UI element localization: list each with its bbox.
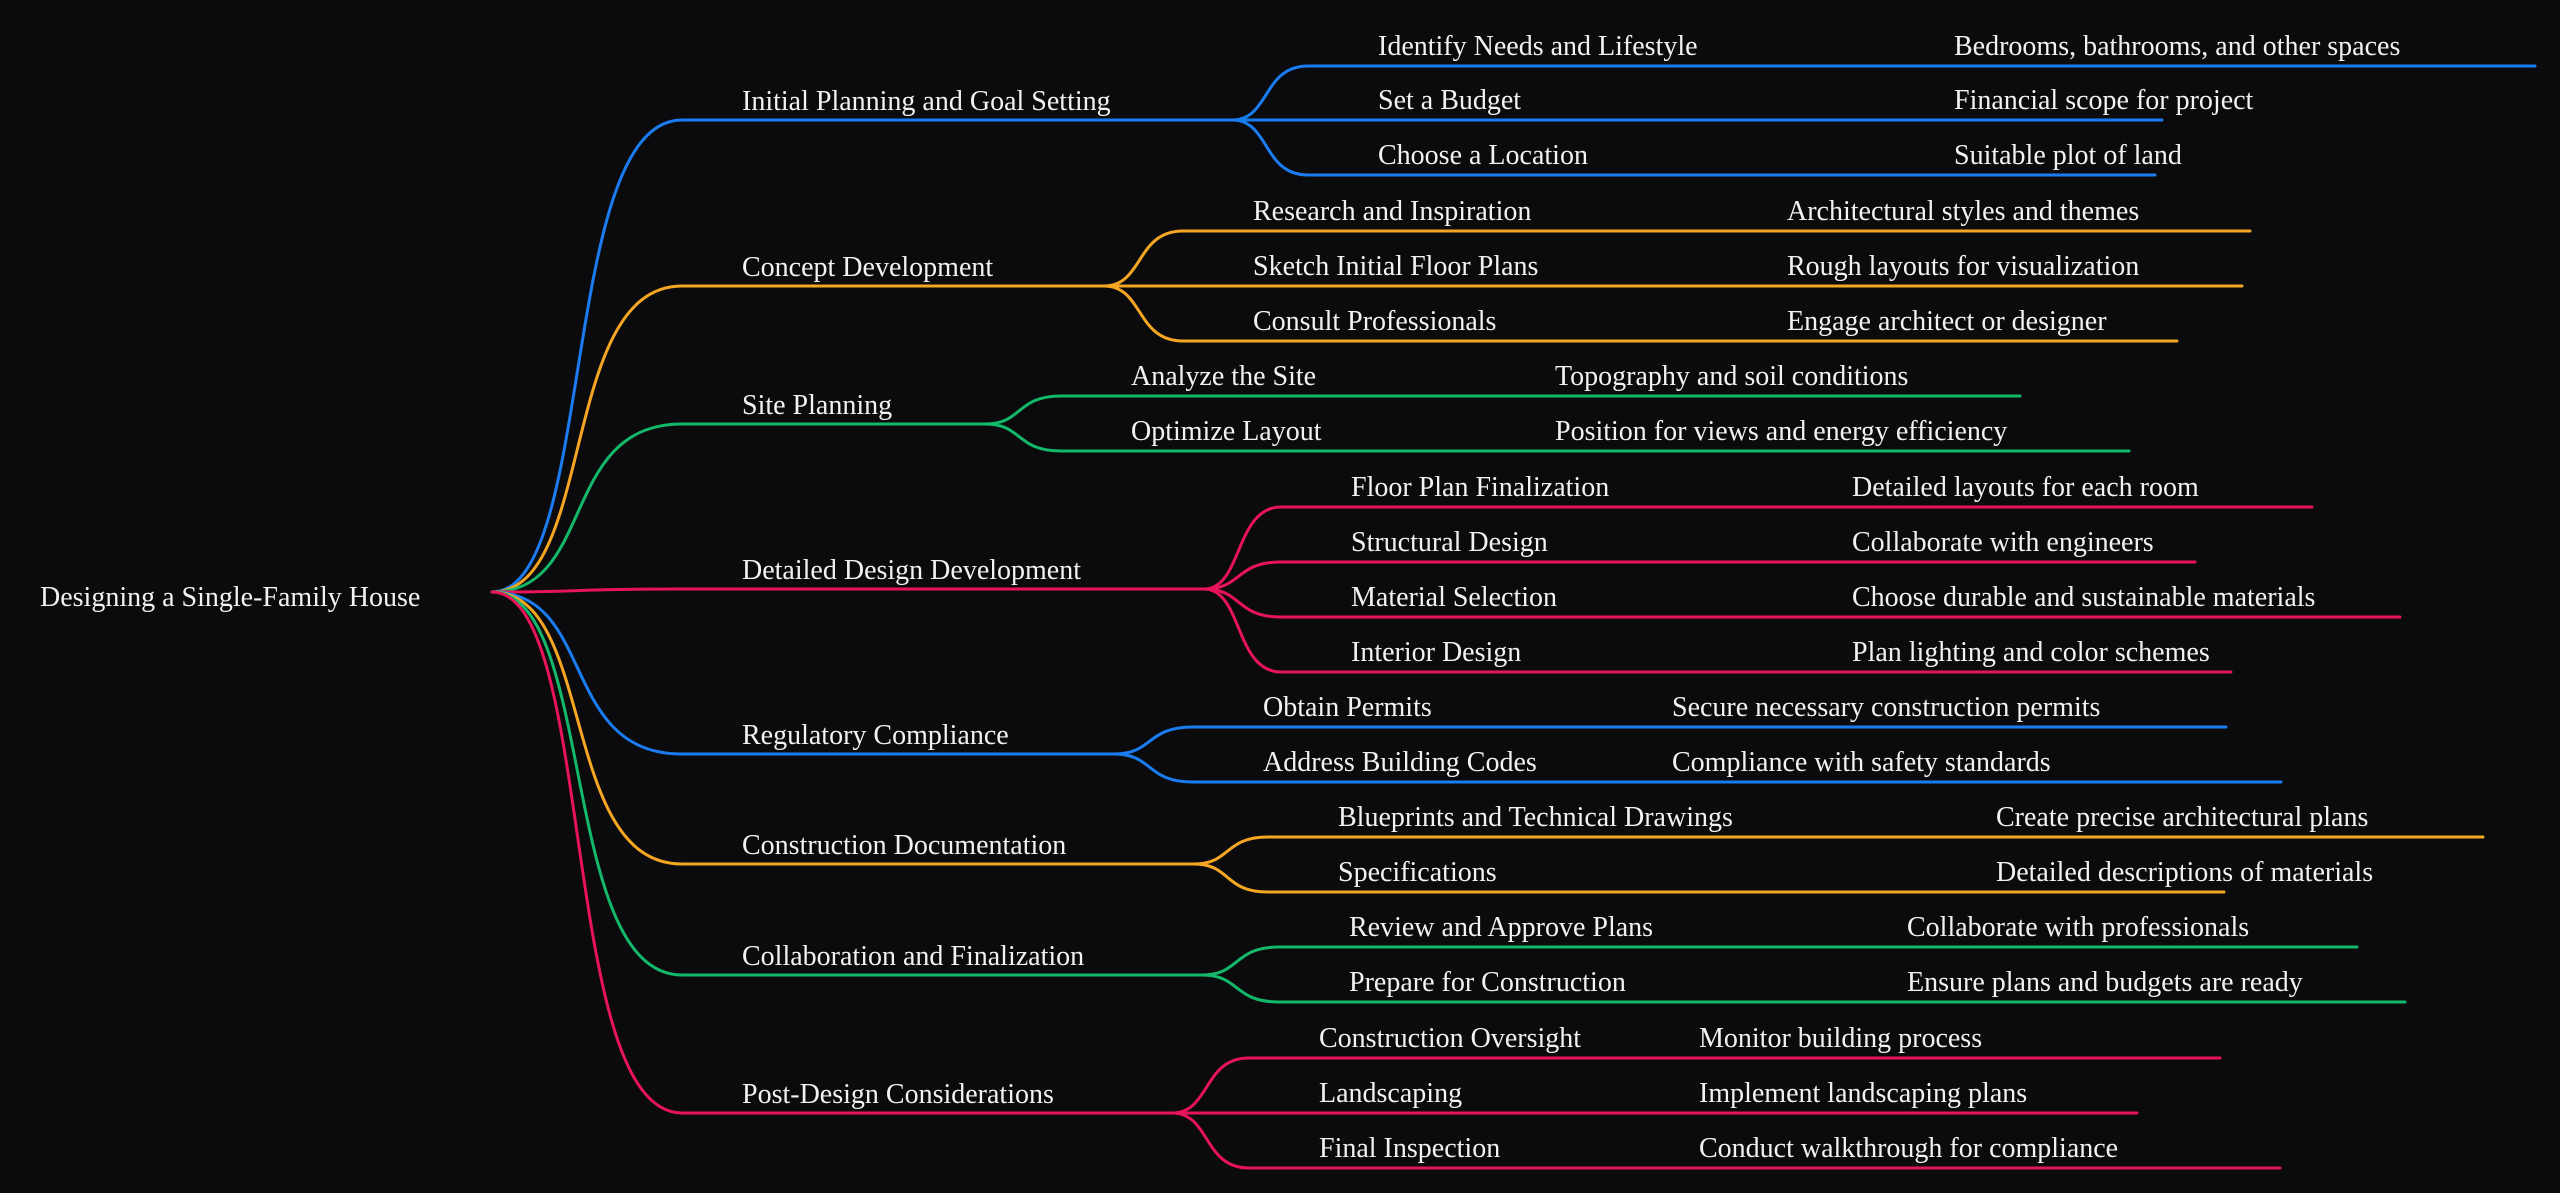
detail-label-structural-design: Collaborate with engineers: [1852, 527, 2154, 558]
child-link-prepare-for-construction: [1193, 973, 2407, 1004]
detail-label-landscaping: Implement landscaping plans: [1699, 1078, 2027, 1109]
branch-label-post-design-considerations: Post-Design Considerations: [742, 1079, 1054, 1110]
child-label-address-building-codes: Address Building Codes: [1263, 747, 1537, 778]
branch-link-post-design-considerations: [490, 590, 1167, 1115]
root-node-label: Designing a Single-Family House: [40, 582, 420, 613]
child-label-sketch-initial-floor-plans: Sketch Initial Floor Plans: [1253, 251, 1538, 282]
detail-label-material-selection: Choose durable and sustainable materials: [1852, 582, 2315, 613]
branch-label-collaboration-and-finalization: Collaboration and Finalization: [742, 941, 1084, 972]
child-label-optimize-layout: Optimize Layout: [1131, 416, 1322, 447]
child-link-address-building-codes: [1105, 752, 2283, 784]
detail-label-floor-plan-finalization: Detailed layouts for each room: [1852, 472, 2199, 503]
detail-label-choose-a-location: Suitable plot of land: [1954, 140, 2182, 171]
mindmap-labels: Designing a Single-Family House Initial …: [40, 31, 2400, 1164]
detail-label-sketch-initial-floor-plans: Rough layouts for visualization: [1787, 251, 2139, 282]
branch-label-regulatory-compliance: Regulatory Compliance: [742, 720, 1009, 751]
branch-label-detailed-design-development: Detailed Design Development: [742, 555, 1081, 586]
child-label-research-and-inspiration: Research and Inspiration: [1253, 196, 1531, 227]
mindmap-links: [490, 64, 2537, 1170]
detail-label-construction-oversight: Monitor building process: [1699, 1023, 1982, 1054]
child-label-set-a-budget: Set a Budget: [1378, 85, 1521, 116]
branch-link-detailed-design-development: [490, 587, 1199, 594]
branch-link-collaboration-and-finalization: [490, 590, 1197, 977]
detail-label-obtain-permits: Secure necessary construction permits: [1672, 692, 2100, 723]
detail-label-analyze-the-site: Topography and soil conditions: [1555, 361, 1908, 392]
child-label-material-selection: Material Selection: [1351, 582, 1557, 613]
child-label-floor-plan-finalization: Floor Plan Finalization: [1351, 472, 1609, 503]
detail-label-blueprints-and-technical-drawings: Create precise architectural plans: [1996, 802, 2368, 833]
detail-label-prepare-for-construction: Ensure plans and budgets are ready: [1907, 967, 2303, 998]
detail-label-review-and-approve-plans: Collaborate with professionals: [1907, 912, 2249, 943]
branch-link-initial-planning-and-goal-setting: [490, 118, 1227, 594]
detail-label-optimize-layout: Position for views and energy efficiency: [1555, 416, 2007, 447]
child-link-specifications: [1185, 862, 2226, 894]
child-label-specifications: Specifications: [1338, 857, 1497, 888]
branch-link-regulatory-compliance: [490, 590, 1109, 756]
branch-link-concept-development: [490, 284, 1099, 594]
child-label-interior-design: Interior Design: [1351, 637, 1521, 668]
child-label-review-and-approve-plans: Review and Approve Plans: [1349, 912, 1653, 943]
branch-label-site-planning: Site Planning: [742, 390, 892, 421]
detail-label-set-a-budget: Financial scope for project: [1954, 85, 2254, 116]
detail-label-consult-professionals: Engage architect or designer: [1787, 306, 2107, 337]
child-link-choose-a-location: [1223, 118, 2157, 177]
child-label-blueprints-and-technical-drawings: Blueprints and Technical Drawings: [1338, 802, 1733, 833]
child-label-choose-a-location: Choose a Location: [1378, 140, 1588, 171]
detail-label-final-inspection: Conduct walkthrough for compliance: [1699, 1133, 2118, 1164]
child-label-identify-needs-and-lifestyle: Identify Needs and Lifestyle: [1378, 31, 1698, 62]
branch-link-construction-documentation: [490, 590, 1189, 866]
branch-label-construction-documentation: Construction Documentation: [742, 830, 1066, 861]
child-link-optimize-layout: [976, 422, 2131, 453]
child-label-analyze-the-site: Analyze the Site: [1131, 361, 1316, 392]
child-label-obtain-permits: Obtain Permits: [1263, 692, 1432, 723]
detail-label-identify-needs-and-lifestyle: Bedrooms, bathrooms, and other spaces: [1954, 31, 2400, 62]
branch-link-site-planning: [490, 422, 980, 594]
child-link-interior-design: [1195, 587, 2233, 674]
detail-label-address-building-codes: Compliance with safety standards: [1672, 747, 2051, 778]
child-link-consult-professionals: [1095, 284, 2179, 343]
branch-label-initial-planning-and-goal-setting: Initial Planning and Goal Setting: [742, 86, 1111, 117]
detail-label-specifications: Detailed descriptions of materials: [1996, 857, 2373, 888]
child-label-structural-design: Structural Design: [1351, 527, 1548, 558]
branch-label-concept-development: Concept Development: [742, 252, 993, 283]
detail-label-research-and-inspiration: Architectural styles and themes: [1787, 196, 2139, 227]
child-label-prepare-for-construction: Prepare for Construction: [1349, 967, 1626, 998]
child-label-landscaping: Landscaping: [1319, 1078, 1462, 1109]
child-label-consult-professionals: Consult Professionals: [1253, 306, 1496, 337]
child-label-final-inspection: Final Inspection: [1319, 1133, 1500, 1164]
child-label-construction-oversight: Construction Oversight: [1319, 1023, 1581, 1054]
child-link-final-inspection: [1163, 1111, 2282, 1170]
detail-label-interior-design: Plan lighting and color schemes: [1852, 637, 2210, 668]
